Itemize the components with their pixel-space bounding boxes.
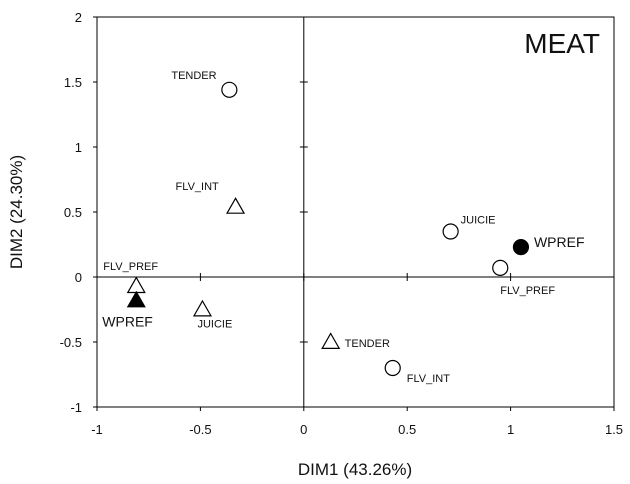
x-tick-label: -1 xyxy=(91,422,103,437)
point-label: TENDER xyxy=(171,70,216,82)
point-label: FLV_INT xyxy=(176,181,219,193)
point-label: FLV_PREF xyxy=(103,261,158,273)
point-label: TENDER xyxy=(345,338,390,350)
point-label: FLV_PREF xyxy=(500,285,555,297)
open-circle-point xyxy=(492,259,509,276)
points-layer: TENDER FLV_INT FLV_PREF WPREF JUICIE JUICIE WP… xyxy=(102,70,584,385)
open-triangle-point xyxy=(126,276,146,294)
y-tick-label: 2 xyxy=(75,10,82,25)
x-tick-label: 0.5 xyxy=(398,422,416,437)
x-tick-label: 0 xyxy=(300,422,307,437)
x-tick-label: -0.5 xyxy=(189,422,211,437)
point-label: WPREF xyxy=(534,234,585,250)
x-tick-label: 1.5 xyxy=(605,422,623,437)
y-tick-label: -0.5 xyxy=(60,335,82,350)
y-tick-label: 0.5 xyxy=(64,205,82,220)
open-circle-point xyxy=(384,359,401,377)
chart-title: MEAT xyxy=(524,28,600,59)
point-label: JUICIE xyxy=(197,319,232,331)
point-label: FLV_INT xyxy=(407,373,450,385)
y-axis-title: DIM2 (24.30%) xyxy=(7,155,26,269)
filled-circle-point xyxy=(512,239,530,256)
x-axis-title: DIM1 (43.26%) xyxy=(298,460,412,479)
point-label: WPREF xyxy=(102,313,153,329)
open-circle-point xyxy=(442,223,459,240)
filled-triangle-point xyxy=(126,290,146,308)
x-tick-label: 1 xyxy=(507,422,514,437)
y-tick-label: 1 xyxy=(75,140,82,155)
ticks-layer: -1 -0.5 0 0.5 1 1.5 -1 -0.5 0 0.5 1 1.5 2 xyxy=(60,10,623,437)
y-tick-label: -1 xyxy=(70,400,82,415)
open-triangle-point xyxy=(226,197,246,214)
open-circle-point xyxy=(221,81,238,98)
open-triangle-point xyxy=(192,299,213,317)
open-triangle-point xyxy=(321,332,341,349)
point-label: JUICIE xyxy=(461,215,496,227)
y-tick-label: 1.5 xyxy=(64,75,82,90)
y-tick-label: 0 xyxy=(75,270,82,285)
